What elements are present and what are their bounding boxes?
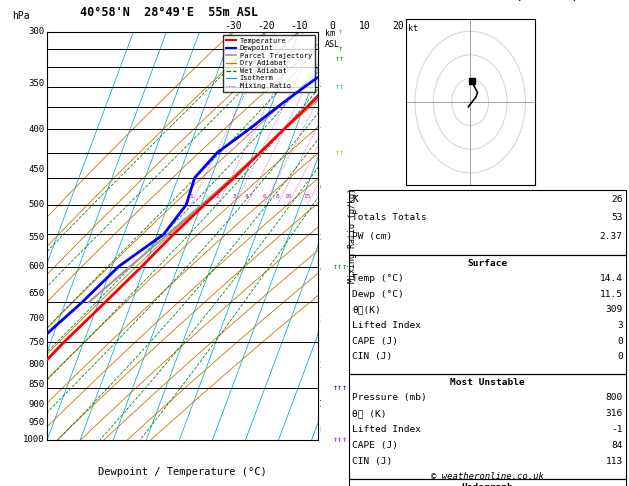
Text: 14.4: 14.4 <box>599 274 623 283</box>
Text: 6: 6 <box>262 194 266 199</box>
Legend: Temperature, Dewpoint, Parcel Trajectory, Dry Adiabat, Wet Adiabat, Isotherm, Mi: Temperature, Dewpoint, Parcel Trajectory… <box>223 35 314 92</box>
Text: Most Unstable: Most Unstable <box>450 379 525 387</box>
Text: 2: 2 <box>216 194 220 199</box>
Text: 15: 15 <box>304 194 311 199</box>
Text: 3: 3 <box>319 315 325 324</box>
Text: 4: 4 <box>245 194 248 199</box>
Text: -1: -1 <box>611 425 623 434</box>
Text: LCL: LCL <box>319 426 334 435</box>
Text: 8: 8 <box>276 194 279 199</box>
Text: CAPE (J): CAPE (J) <box>352 337 398 346</box>
Text: 3: 3 <box>617 321 623 330</box>
Text: © weatheronline.co.uk: © weatheronline.co.uk <box>431 472 544 481</box>
Text: 900: 900 <box>28 399 45 409</box>
Text: θᴇ (K): θᴇ (K) <box>352 409 387 418</box>
Text: 0: 0 <box>617 337 623 346</box>
Text: ↑↑: ↑↑ <box>335 82 345 91</box>
Text: 450: 450 <box>28 165 45 174</box>
Text: Mixing Ratio (g/kg): Mixing Ratio (g/kg) <box>348 188 357 283</box>
Text: 40°58'N  28°49'E  55m ASL: 40°58'N 28°49'E 55m ASL <box>80 6 259 19</box>
Text: 113: 113 <box>606 457 623 466</box>
Text: Lifted Index: Lifted Index <box>352 321 421 330</box>
Text: kt: kt <box>408 24 418 34</box>
Text: Surface: Surface <box>467 259 508 268</box>
Text: 28.04.2024  09GMT  (Base: 00): 28.04.2024 09GMT (Base: 00) <box>397 0 578 1</box>
Text: -30: -30 <box>224 21 242 32</box>
Text: Dewpoint / Temperature (°C): Dewpoint / Temperature (°C) <box>98 467 267 477</box>
Text: 0: 0 <box>329 21 335 32</box>
Text: 30: 30 <box>425 21 437 32</box>
Text: ↑↑↑: ↑↑↑ <box>333 262 348 271</box>
Text: Hodograph: Hodograph <box>462 483 513 486</box>
Text: ↑↑↑: ↑↑↑ <box>333 383 348 392</box>
Text: Temp (°C): Temp (°C) <box>352 274 404 283</box>
Text: CIN (J): CIN (J) <box>352 457 392 466</box>
Text: -20: -20 <box>257 21 275 32</box>
Text: 0: 0 <box>617 352 623 362</box>
Text: 10: 10 <box>359 21 371 32</box>
Text: 750: 750 <box>28 338 45 347</box>
Text: 5: 5 <box>319 233 325 242</box>
Text: Dewp (°C): Dewp (°C) <box>352 290 404 299</box>
Text: 700: 700 <box>28 314 45 323</box>
Text: Pressure (mb): Pressure (mb) <box>352 394 427 402</box>
Text: 800: 800 <box>28 360 45 369</box>
Text: 1: 1 <box>189 194 193 199</box>
Text: 10: 10 <box>284 194 291 199</box>
Text: 20: 20 <box>392 21 404 32</box>
Text: Totals Totals: Totals Totals <box>352 213 427 222</box>
Text: ↑: ↑ <box>338 27 343 36</box>
Text: 6: 6 <box>319 183 325 192</box>
Text: 400: 400 <box>28 124 45 134</box>
Text: Lifted Index: Lifted Index <box>352 425 421 434</box>
Text: 1: 1 <box>319 399 325 409</box>
Text: CAPE (J): CAPE (J) <box>352 441 398 450</box>
Text: 8: 8 <box>319 81 325 90</box>
Text: K: K <box>352 195 358 204</box>
Text: 600: 600 <box>28 262 45 271</box>
Text: ↑↑↑: ↑↑↑ <box>333 435 348 444</box>
Text: PW (cm): PW (cm) <box>352 231 392 241</box>
Text: 309: 309 <box>606 306 623 314</box>
Text: CIN (J): CIN (J) <box>352 352 392 362</box>
Text: 500: 500 <box>28 200 45 209</box>
Text: 316: 316 <box>606 409 623 418</box>
Text: 850: 850 <box>28 380 45 389</box>
Text: 650: 650 <box>28 289 45 298</box>
Text: 7: 7 <box>319 127 325 136</box>
Text: 300: 300 <box>28 27 45 36</box>
Text: hPa: hPa <box>13 11 30 21</box>
Text: 3: 3 <box>233 194 237 199</box>
Text: 350: 350 <box>28 79 45 88</box>
Text: km
ASL: km ASL <box>325 29 340 49</box>
Text: 26: 26 <box>611 195 623 204</box>
Text: ↑: ↑ <box>338 45 343 53</box>
Text: 800: 800 <box>606 394 623 402</box>
Text: 2.37: 2.37 <box>599 231 623 241</box>
Text: ↑↑: ↑↑ <box>335 148 345 157</box>
Text: -10: -10 <box>290 21 308 32</box>
Text: 950: 950 <box>28 418 45 427</box>
Text: θᴇ(K): θᴇ(K) <box>352 306 381 314</box>
Text: 11.5: 11.5 <box>599 290 623 299</box>
Text: 550: 550 <box>28 233 45 242</box>
Text: 53: 53 <box>611 213 623 222</box>
Text: 4: 4 <box>319 264 325 273</box>
Text: 84: 84 <box>611 441 623 450</box>
Text: 2: 2 <box>319 361 325 369</box>
Text: ↑↑: ↑↑ <box>335 53 345 63</box>
Text: 1000: 1000 <box>23 435 45 444</box>
